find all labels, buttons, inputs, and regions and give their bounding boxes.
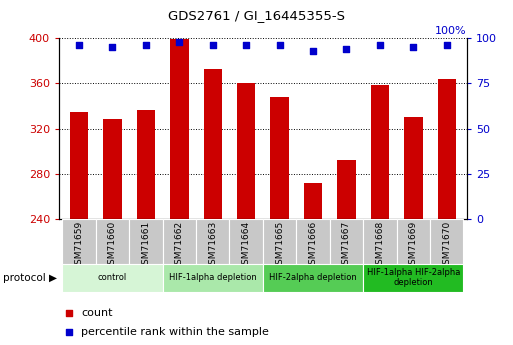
Point [376,42,384,48]
Bar [270,97,289,219]
Point [142,42,150,48]
Point [309,48,317,53]
Text: GSM71661: GSM71661 [142,220,150,270]
Text: GSM71666: GSM71666 [308,220,318,270]
Text: GSM71664: GSM71664 [242,220,251,269]
Text: HIF-1alpha depletion: HIF-1alpha depletion [169,273,256,282]
Bar [96,219,129,264]
Bar [204,69,222,219]
Point [342,46,350,51]
Bar [438,79,456,219]
Text: HIF-1alpha HIF-2alpha
depletion: HIF-1alpha HIF-2alpha depletion [367,268,460,287]
Bar [263,264,363,292]
Bar [103,119,122,219]
Text: HIF-2alpha depletion: HIF-2alpha depletion [269,273,357,282]
Bar [371,86,389,219]
Bar [304,183,322,219]
Point [175,39,184,44]
Bar [63,219,96,264]
Text: 100%: 100% [435,26,467,36]
Bar [163,219,196,264]
Point [351,26,360,32]
Text: control: control [98,273,127,282]
Bar [129,219,163,264]
Bar [170,39,189,219]
Point [351,206,360,211]
Point [409,44,418,50]
Text: GSM71670: GSM71670 [442,220,451,270]
Bar [237,83,255,219]
Text: GSM71668: GSM71668 [376,220,384,270]
Bar [137,110,155,219]
Text: GSM71667: GSM71667 [342,220,351,270]
Text: percentile rank within the sample: percentile rank within the sample [82,327,269,337]
Bar [163,264,263,292]
Text: GSM71659: GSM71659 [74,220,84,270]
Bar [196,219,229,264]
Bar [229,219,263,264]
Bar [363,219,397,264]
Text: protocol ▶: protocol ▶ [3,273,56,283]
Text: GSM71660: GSM71660 [108,220,117,270]
Bar [263,219,297,264]
Text: GSM71662: GSM71662 [175,220,184,269]
Point [443,42,451,48]
Bar [337,160,356,219]
Text: GSM71669: GSM71669 [409,220,418,270]
Bar [404,117,423,219]
Point [275,42,284,48]
Bar [63,264,163,292]
Point [242,42,250,48]
Text: GSM71665: GSM71665 [275,220,284,270]
Bar [297,219,330,264]
Bar [363,264,463,292]
Point [209,42,217,48]
Bar [330,219,363,264]
Text: GSM71663: GSM71663 [208,220,218,270]
Point [108,44,116,50]
Text: count: count [82,308,113,318]
Bar [397,219,430,264]
Point [75,42,83,48]
Text: GDS2761 / GI_16445355-S: GDS2761 / GI_16445355-S [168,9,345,22]
Bar [430,219,463,264]
Bar [70,111,88,219]
